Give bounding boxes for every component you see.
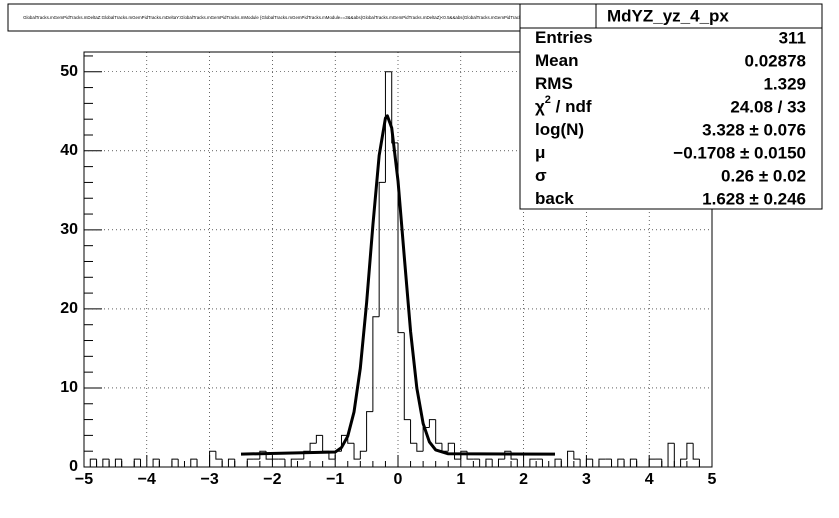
x-tick-label: 3: [582, 471, 591, 488]
histogram-bin: [366, 411, 373, 452]
x-tick-label: 2: [519, 471, 528, 488]
stats-label-rest: / ndf: [551, 97, 592, 116]
x-tick-label: 4: [645, 471, 654, 488]
histogram-bin: [89, 458, 97, 467]
histogram-bin: [485, 458, 493, 467]
histogram-bin: [454, 443, 461, 460]
histogram-bin: [227, 458, 235, 467]
histogram-bin: [692, 443, 700, 460]
y-tick-label: 10: [60, 379, 78, 396]
histogram-bin: [460, 450, 468, 460]
histogram-bin: [215, 451, 223, 460]
title-box: [7, 3, 596, 32]
histogram-bin: [102, 458, 110, 467]
histogram-bin: [171, 458, 179, 467]
fit-curve: [240, 114, 556, 456]
histogram-bin: [378, 181, 386, 317]
stats-value: −0.1708 ± 0.0150: [673, 143, 806, 162]
histogram-bin: [428, 419, 436, 428]
histogram-bin: [190, 458, 198, 467]
histogram-bin: [573, 451, 581, 460]
stats-label-text: RMS: [535, 74, 573, 93]
stats-label: Entries: [535, 28, 593, 47]
histogram-bin: [686, 442, 694, 460]
stats-label-text: Mean: [535, 51, 578, 70]
histogram-bin: [359, 450, 367, 460]
histogram-bin: [259, 450, 267, 460]
chart-title: GlobalTracks.mGemPidTracks.mDeltaZ:Globa…: [23, 15, 579, 20]
histogram-bin: [497, 458, 505, 467]
y-tick-label: 20: [60, 300, 78, 317]
stats-label-text: log(N): [535, 120, 584, 139]
stats-value: 1.329: [763, 74, 806, 93]
histogram-bin: [598, 458, 606, 467]
stats-label: χ2 / ndf: [535, 94, 592, 117]
histogram-bin: [629, 458, 637, 467]
stats-label: RMS: [535, 74, 573, 93]
histogram-bin: [403, 332, 411, 421]
histogram-bin: [209, 450, 216, 467]
x-tick-label: −3: [200, 471, 218, 488]
histogram-bin: [391, 71, 398, 144]
histogram-bin: [504, 450, 512, 460]
histogram-bin: [353, 443, 361, 460]
x-tick-label: −5: [75, 471, 93, 488]
histogram-bin: [416, 443, 424, 452]
y-tick-label: 30: [60, 221, 78, 238]
histogram-bin: [384, 71, 392, 183]
histogram-bin: [648, 458, 656, 467]
histogram-bin: [309, 442, 317, 452]
histogram-bin: [315, 434, 323, 444]
histogram-bin: [328, 451, 336, 460]
histogram-bin: [529, 458, 537, 467]
x-tick-label: −1: [326, 471, 344, 488]
stats-label-text: back: [535, 189, 574, 208]
stats-name-box: [595, 3, 823, 29]
histogram-bin: [554, 458, 562, 467]
stats-value: 1.628 ± 0.246: [702, 189, 806, 208]
stats-label: Mean: [535, 51, 578, 70]
histogram-bin: [152, 458, 160, 467]
stats-label-text: χ: [535, 97, 545, 116]
stats-value: 0.02878: [745, 51, 806, 70]
histogram-bin: [133, 458, 141, 467]
histogram-bin: [435, 419, 442, 444]
histogram-bin: [585, 458, 593, 467]
histogram-bin: [567, 450, 574, 467]
stats-label-sup: 2: [545, 94, 551, 106]
histogram-bin: [246, 458, 254, 467]
stats-label: μ: [535, 143, 545, 162]
histogram-bin: [114, 458, 122, 467]
stats-value: 311: [779, 28, 806, 47]
stats-label-text: Entries: [535, 28, 593, 47]
stats-name: MdYZ_yz_4_px: [607, 6, 729, 25]
x-tick-label: 0: [394, 471, 403, 488]
histogram-bin: [410, 419, 417, 444]
stats-label: log(N): [535, 120, 584, 139]
stats-box: [519, 3, 823, 210]
x-tick-label: 1: [456, 471, 465, 488]
x-tick-label: −2: [263, 471, 281, 488]
stats-label-text: μ: [535, 143, 545, 162]
y-tick-label: 0: [69, 458, 78, 475]
stats-value: 0.26 ± 0.02: [721, 166, 806, 185]
y-tick-label: 50: [60, 63, 78, 80]
histogram-bin: [397, 142, 405, 334]
histogram-bin: [447, 442, 455, 452]
x-tick-label: 5: [708, 471, 717, 488]
y-tick-label: 40: [60, 142, 78, 159]
x-tick-label: −4: [138, 471, 156, 488]
stats-label: σ: [535, 166, 547, 185]
histogram-bin: [372, 316, 380, 412]
stats-value: 24.08 / 33: [730, 97, 806, 116]
histogram-bin: [617, 458, 625, 467]
histogram-bin: [667, 442, 675, 467]
stats-label-text: σ: [535, 166, 547, 185]
histogram-bin: [290, 458, 298, 467]
histogram-bin: [680, 458, 687, 467]
stats-value: 3.328 ± 0.076: [702, 120, 806, 139]
stats-label: back: [535, 189, 574, 208]
